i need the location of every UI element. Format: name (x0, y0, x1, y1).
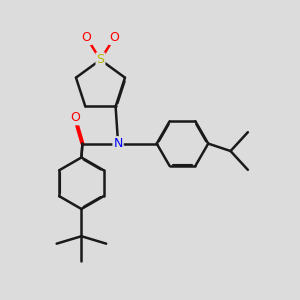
Text: O: O (82, 31, 92, 44)
Text: N: N (113, 137, 123, 150)
Text: O: O (70, 111, 80, 124)
Text: S: S (97, 53, 104, 66)
Text: O: O (110, 31, 119, 44)
